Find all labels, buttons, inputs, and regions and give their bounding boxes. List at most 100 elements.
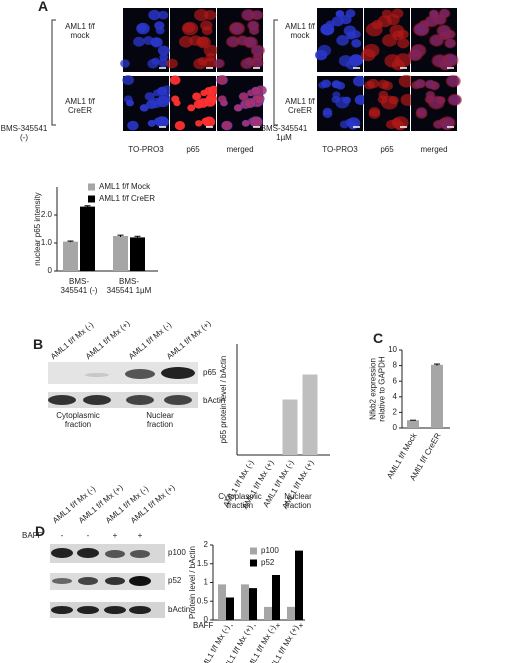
p65-signal (382, 34, 398, 47)
bar (80, 206, 95, 271)
band (52, 578, 72, 584)
band (85, 373, 109, 377)
nucleus (120, 59, 130, 68)
y-tick-label: 2 (393, 408, 398, 417)
p65-signal (169, 75, 181, 85)
p65-signal (368, 106, 381, 117)
p65-signal (173, 99, 181, 107)
legend-swatch (88, 183, 95, 191)
nucleus (331, 80, 342, 89)
nucleus (335, 96, 350, 109)
nucleus (122, 75, 135, 86)
y-tick-label: 1.0 (41, 238, 53, 247)
bar (407, 420, 419, 428)
p65-signal (438, 8, 451, 19)
treatment-sign: - (231, 621, 234, 630)
treatment-sign: + (113, 531, 118, 540)
bar (272, 575, 280, 620)
band (78, 577, 98, 585)
x-tick-label: BMS-345541 (-) (60, 277, 98, 295)
bar (282, 399, 298, 455)
p65-signal (248, 26, 260, 36)
blot-d (50, 544, 165, 618)
band (104, 606, 126, 614)
p65-signal (394, 121, 406, 131)
treatment-sign: - (87, 531, 90, 540)
nucleus (332, 91, 341, 99)
lane-label: AML1 f/f Mx (+) (165, 319, 213, 361)
blot-strip (48, 362, 198, 384)
bracket (273, 19, 278, 126)
p65-signal (220, 99, 228, 107)
p65-signal (242, 120, 250, 127)
channel-label: p65 (186, 145, 200, 154)
nucleus (155, 116, 169, 128)
p65-signal (380, 95, 398, 110)
band (129, 576, 151, 586)
p65-signal (363, 43, 380, 58)
panel-label: C (372, 330, 384, 346)
p65-signal (213, 58, 225, 69)
p65-signal (216, 75, 228, 85)
panel-label: B (32, 336, 44, 352)
row-label: AML1 f/f CreER (285, 97, 315, 115)
nucleus (127, 120, 139, 131)
bar (218, 584, 226, 620)
nucleus (321, 79, 331, 88)
nucleus (144, 92, 155, 101)
p65-signal (377, 79, 390, 89)
p65-signal (204, 9, 217, 21)
band-label: bActin (168, 605, 190, 614)
p65-signal (178, 35, 193, 48)
p65-signal (250, 44, 265, 57)
p65-signal (251, 86, 261, 96)
fraction-label: Cytoplasmic fraction (218, 492, 262, 510)
p65-signal (438, 59, 452, 71)
p65-signal (194, 8, 209, 22)
p65-signal (397, 38, 410, 49)
y-tick-label: 0 (204, 615, 209, 624)
y-tick-label: 4 (393, 392, 398, 401)
p65-signal (182, 22, 196, 33)
band (129, 606, 151, 614)
p65-signal (425, 90, 436, 99)
p65-signal (410, 43, 427, 58)
treatment-sign: - (61, 531, 64, 540)
p65-signal (436, 24, 452, 37)
channel-label: p65 (380, 145, 394, 154)
nucleus (331, 16, 344, 27)
bar (295, 550, 303, 620)
nucleus (133, 36, 145, 47)
treatment-label: BAFF (193, 621, 214, 630)
nucleus (317, 44, 332, 57)
legend-swatch (250, 547, 257, 555)
panel-label: D (34, 523, 46, 539)
p65-signal (398, 74, 414, 88)
nucleus (351, 38, 362, 48)
p65-signal (197, 98, 209, 108)
nucleus (148, 9, 161, 21)
p65-signal (389, 24, 405, 37)
nucleus (139, 104, 149, 112)
channel-label: TO-PRO3 (128, 145, 164, 154)
bar (431, 364, 443, 428)
p65-signal (239, 92, 249, 101)
blot-b (48, 362, 198, 408)
p65-signal (205, 93, 217, 104)
p65-signal (377, 15, 392, 28)
y-tick-label: 2 (204, 540, 209, 549)
p65-signal (241, 8, 256, 22)
nucleus (336, 35, 349, 46)
band (161, 367, 195, 379)
nucleus (155, 26, 165, 35)
p65-signal (244, 98, 256, 108)
row-label: AML1 f/f CreER (65, 97, 95, 115)
p65-signal (251, 9, 264, 21)
nucleus (320, 23, 335, 36)
nucleus (157, 45, 170, 56)
band-label: bActin (203, 396, 225, 405)
fraction-label: Nuclear fraction (284, 492, 312, 510)
treatment-sign: + (276, 621, 281, 630)
legend-label: AML1 f/f CreER (99, 194, 155, 203)
